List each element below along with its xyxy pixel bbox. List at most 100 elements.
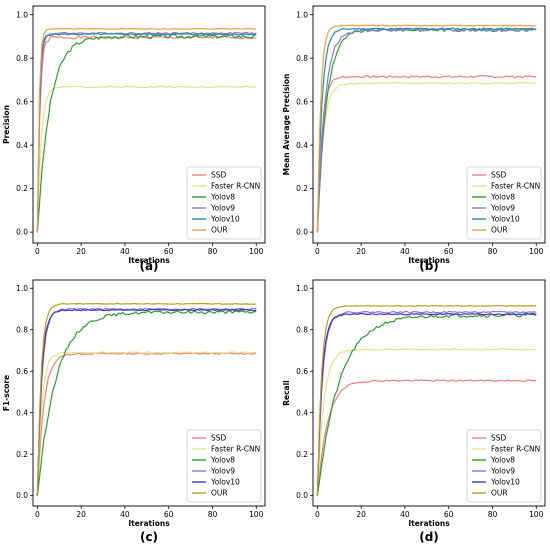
- series-line-yolov8: [36, 310, 257, 496]
- x-tick-label: 60: [444, 247, 454, 256]
- y-tick-label: 0.0: [296, 228, 308, 237]
- panel-label: (b): [419, 259, 439, 273]
- chart-panel-d: 0 20 40 60 80 100 0.0 0.2 0.4 0.6 0.8 1.0 Iterations…: [282, 279, 546, 544]
- legend-label: Faster R-CNN: [491, 445, 540, 454]
- y-axis-label: Recall: [282, 380, 291, 406]
- chart-panel-b: 0 20 40 60 80 100 0.0 0.2 0.4 0.6 0.8 1.0 Iterations…: [282, 5, 546, 273]
- x-tick-label: 20: [76, 510, 86, 519]
- y-tick-label: 0.2: [296, 184, 308, 193]
- series-line-faster-r-cnn: [36, 85, 257, 233]
- y-axis-label: Precision: [2, 105, 11, 144]
- series-line-yolov10: [36, 32, 257, 233]
- series-line-our: [316, 304, 537, 496]
- x-tick-label: 0: [35, 247, 40, 256]
- x-tick-label: 80: [208, 510, 218, 519]
- y-tick-label: 0.6: [16, 97, 28, 106]
- legend-label: Yolov8: [490, 456, 515, 465]
- y-tick-label: 0.4: [16, 141, 28, 150]
- y-tick-label: 0.0: [16, 228, 28, 237]
- legend-label: OUR: [211, 226, 228, 235]
- legend: SSD Faster R-CNN Yolov8 Yolov9 Yolov10 OUR: [186, 429, 262, 503]
- series-line-our: [36, 302, 257, 496]
- y-tick-label: 0.4: [296, 141, 308, 150]
- x-axis-label: Iterations: [408, 519, 450, 528]
- legend-label: SSD: [491, 171, 507, 180]
- panel-label: (a): [139, 259, 158, 273]
- x-tick-label: 0: [35, 510, 40, 519]
- y-tick-label: 0.6: [296, 97, 308, 106]
- y-tick-label: 0.4: [16, 408, 28, 417]
- x-tick-label: 80: [488, 510, 498, 519]
- y-tick-label: 0.0: [296, 491, 308, 500]
- x-tick-label: 80: [208, 247, 218, 256]
- y-axis-label: F1-score: [2, 375, 11, 411]
- x-tick-label: 20: [76, 247, 86, 256]
- series-line-yolov10: [316, 312, 537, 496]
- y-tick-label: 0.8: [296, 54, 308, 63]
- series-line-our: [36, 27, 257, 233]
- legend-label: Faster R-CNN: [491, 182, 540, 191]
- series-line-yolov9: [36, 307, 257, 496]
- legend: SSD Faster R-CNN Yolov8 Yolov9 Yolov10 OUR: [186, 166, 262, 240]
- panel-label: (c): [140, 530, 158, 544]
- y-tick-label: 0.8: [16, 54, 28, 63]
- plot-frame: [312, 5, 546, 244]
- legend-label: Yolov10: [210, 215, 240, 224]
- plot-frame: [312, 279, 546, 507]
- series-line-yolov10: [36, 308, 257, 496]
- series-line-yolov8: [36, 33, 257, 233]
- x-axis-label: Iterations: [128, 519, 170, 528]
- legend: SSD Faster R-CNN Yolov8 Yolov9 Yolov10 OUR: [466, 429, 542, 503]
- legend-label: Yolov10: [490, 478, 520, 487]
- legend-label: Yolov10: [490, 215, 520, 224]
- y-tick-label: 1.0: [16, 10, 28, 19]
- series-line-ssd: [316, 75, 537, 233]
- y-tick-label: 1.0: [296, 10, 308, 19]
- x-tick-label: 100: [529, 247, 544, 256]
- legend-label: SSD: [491, 434, 507, 443]
- x-tick-label: 40: [400, 247, 410, 256]
- legend-box: [186, 166, 262, 240]
- x-tick-label: 60: [164, 247, 174, 256]
- legend-label: OUR: [491, 489, 508, 498]
- legend-box: [466, 166, 542, 240]
- legend-label: Yolov9: [210, 204, 235, 213]
- x-tick-label: 100: [249, 510, 264, 519]
- legend-box: [186, 429, 262, 503]
- plot-frame: [32, 5, 266, 244]
- legend: SSD Faster R-CNN Yolov8 Yolov9 Yolov10 OUR: [466, 166, 542, 240]
- x-tick-label: 20: [356, 510, 366, 519]
- y-tick-label: 0.2: [296, 450, 308, 459]
- series-line-faster-r-cnn: [36, 351, 257, 496]
- x-tick-label: 20: [356, 247, 366, 256]
- series-line-yolov9: [316, 310, 537, 496]
- x-tick-label: 60: [164, 510, 174, 519]
- x-tick-label: 100: [249, 247, 264, 256]
- y-axis-label: Mean Average Precision: [282, 74, 291, 176]
- plot-frame: [32, 279, 266, 507]
- y-tick-label: 0.2: [16, 450, 28, 459]
- chart-panel-a: 0 20 40 60 80 100 0.0 0.2 0.4 0.6 0.8 1.0 Iterations…: [2, 5, 266, 273]
- legend-label: Yolov8: [210, 193, 235, 202]
- series-line-faster-r-cnn: [316, 81, 537, 233]
- panel-label: (d): [419, 530, 439, 544]
- x-tick-label: 0: [315, 247, 320, 256]
- y-tick-label: 0.2: [16, 184, 28, 193]
- chart-panel-c: 0 20 40 60 80 100 0.0 0.2 0.4 0.6 0.8 1.0 Iterations…: [2, 279, 266, 544]
- legend-label: Faster R-CNN: [211, 445, 260, 454]
- x-tick-label: 40: [400, 510, 410, 519]
- x-tick-label: 80: [488, 247, 498, 256]
- series-line-ssd: [316, 379, 537, 496]
- legend-label: OUR: [491, 226, 508, 235]
- legend-label: Yolov9: [490, 204, 515, 213]
- series-line-yolov8: [316, 313, 537, 496]
- y-tick-label: 0.6: [16, 367, 28, 376]
- legend-label: Yolov9: [490, 467, 515, 476]
- series-line-our: [316, 24, 537, 233]
- x-tick-label: 0: [315, 510, 320, 519]
- legend-box: [466, 429, 542, 503]
- x-tick-label: 100: [529, 510, 544, 519]
- x-axis-label: Iterations: [128, 256, 170, 265]
- legend-label: Yolov8: [490, 193, 515, 202]
